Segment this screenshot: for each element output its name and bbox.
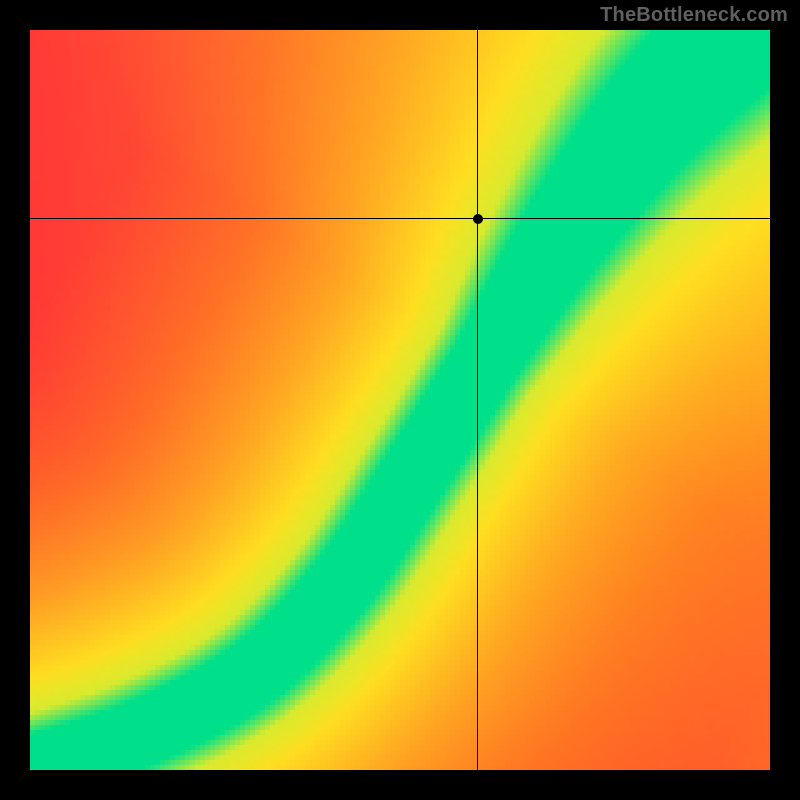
watermark-text: TheBottleneck.com: [600, 4, 788, 27]
heatmap-plot: [30, 30, 770, 770]
crosshair-horizontal: [30, 218, 770, 220]
root-container: TheBottleneck.com: [0, 0, 800, 800]
crosshair-vertical: [477, 30, 479, 770]
crosshair-marker: [473, 214, 483, 224]
heatmap-canvas: [30, 30, 770, 770]
